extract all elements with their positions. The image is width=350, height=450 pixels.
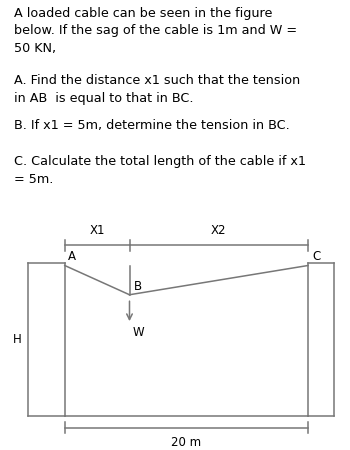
Text: W: W	[133, 326, 145, 339]
Text: 20 m: 20 m	[171, 436, 202, 449]
Text: C: C	[312, 250, 321, 263]
Text: X1: X1	[89, 224, 105, 237]
Text: A loaded cable can be seen in the figure
below. If the sag of the cable is 1m an: A loaded cable can be seen in the figure…	[14, 7, 297, 55]
Text: A: A	[68, 250, 76, 263]
Text: B. If x1 = 5m, determine the tension in BC.: B. If x1 = 5m, determine the tension in …	[14, 119, 290, 132]
Text: C. Calculate the total length of the cable if x1
= 5m.: C. Calculate the total length of the cab…	[14, 155, 306, 186]
Text: H: H	[13, 333, 22, 346]
Text: X2: X2	[211, 224, 226, 237]
Text: B: B	[134, 280, 142, 293]
Text: A. Find the distance x1 such that the tension
in AB  is equal to that in BC.: A. Find the distance x1 such that the te…	[14, 74, 300, 105]
